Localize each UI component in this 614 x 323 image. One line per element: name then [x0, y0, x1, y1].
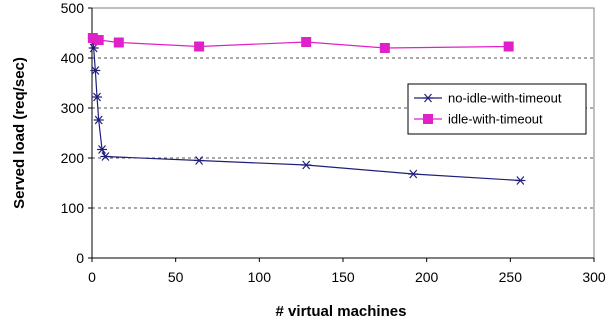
data-point — [503, 41, 514, 52]
x-tick-label-100: 100 — [248, 269, 272, 285]
tick-labels: 0 100 200 300 400 500 0 50 100 150 200 250 300 — [61, 0, 606, 285]
marker-stroke — [89, 43, 98, 53]
data-point — [92, 92, 103, 102]
series-lines — [87, 33, 526, 185]
axes — [88, 7, 595, 262]
y-tick-label-500: 500 — [61, 0, 85, 16]
x-tick-label-300: 300 — [582, 269, 606, 285]
data-point — [88, 43, 99, 53]
data-point — [515, 176, 526, 185]
series-no-idle-with-timeout — [87, 33, 526, 185]
marker-stroke — [516, 176, 525, 185]
legend-marker-idle-with-timeout — [423, 114, 433, 124]
x-axis-title: # virtual machines — [276, 303, 407, 320]
data-point — [113, 37, 124, 48]
x-tick-label-150: 150 — [331, 269, 355, 285]
x-tick-label-0: 0 — [88, 269, 96, 285]
marker-stroke — [424, 93, 432, 103]
legend-label-no-idle-with-timeout: no-idle-with-timeout — [448, 91, 562, 106]
data-point — [93, 115, 104, 125]
y-tick-label-0: 0 — [76, 250, 84, 266]
marker-stroke — [94, 115, 103, 125]
marker-stroke — [101, 152, 110, 161]
data-point — [408, 169, 419, 179]
data-point — [301, 37, 312, 47]
data-point — [90, 66, 101, 75]
data-point — [100, 152, 111, 161]
x-tick-label-50: 50 — [168, 269, 184, 285]
data-point — [194, 156, 205, 165]
data-point — [93, 35, 104, 45]
y-tick-label-300: 300 — [61, 100, 85, 116]
data-point — [301, 160, 312, 170]
marker-stroke — [98, 145, 106, 154]
marker-stroke — [195, 156, 204, 165]
series-line-idle-with-timeout — [92, 37, 509, 49]
legend-label-idle-with-timeout: idle-with-timeout — [448, 112, 543, 127]
marker-stroke — [93, 92, 101, 102]
marker-stroke — [91, 66, 100, 75]
marker-stroke — [302, 160, 311, 170]
x-tick-label-200: 200 — [415, 269, 439, 285]
y-axis-title: Served load (req/sec) — [11, 57, 28, 209]
legend-marker-no-idle-with-timeout — [423, 93, 433, 103]
y-tick-label-400: 400 — [61, 50, 85, 66]
data-point — [379, 43, 390, 53]
data-point — [194, 41, 205, 52]
series-idle-with-timeout — [87, 33, 514, 53]
y-tick-label-100: 100 — [61, 200, 85, 216]
data-point — [97, 145, 108, 154]
legend: no-idle-with-timeout idle-with-timeout — [407, 83, 587, 135]
legend-box — [407, 83, 587, 135]
x-tick-label-250: 250 — [499, 269, 523, 285]
marker-stroke — [409, 169, 418, 179]
y-tick-label-200: 200 — [61, 150, 85, 166]
